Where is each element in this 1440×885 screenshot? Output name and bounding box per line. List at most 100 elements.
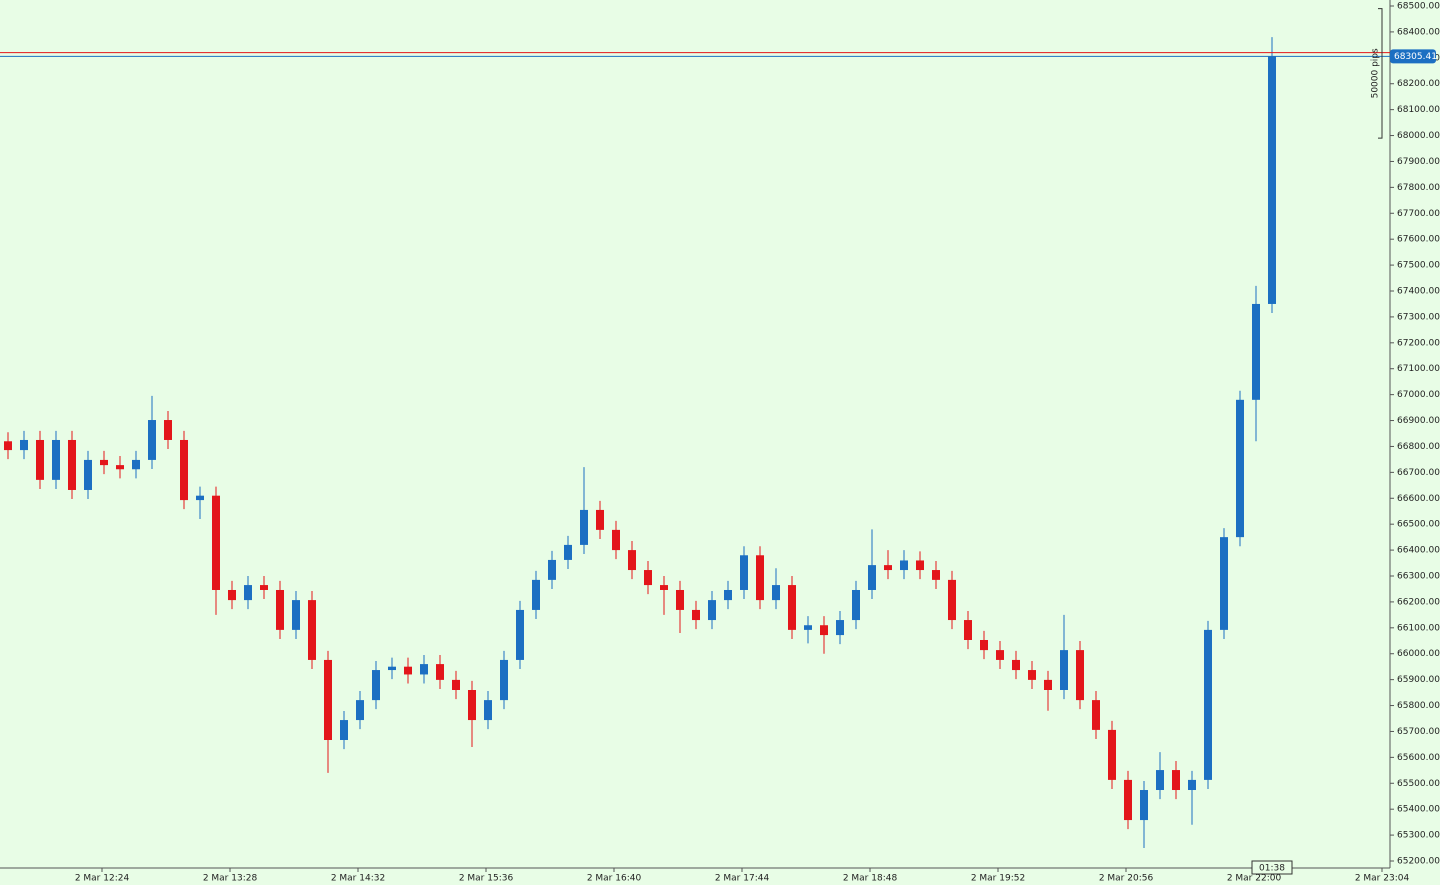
candle-body	[1172, 770, 1180, 791]
candle-body	[1012, 659, 1020, 671]
candle-body	[1220, 537, 1228, 630]
y-tick-label: 67200.00	[1397, 338, 1440, 348]
x-tick-label: 2 Mar 13:28	[203, 874, 258, 884]
candle-body	[260, 585, 268, 590]
candle-body	[660, 585, 668, 590]
y-tick-label: 66000.00	[1397, 649, 1440, 659]
candle-body	[1092, 700, 1100, 730]
x-tick-label: 2 Mar 14:32	[331, 874, 385, 884]
ruler-label: 50000 pips	[1371, 48, 1381, 98]
x-tick-label: 2 Mar 17:44	[715, 874, 770, 884]
candle-body	[788, 585, 796, 630]
y-tick-label: 67000.00	[1397, 390, 1440, 400]
candle-body	[148, 420, 156, 460]
candle-body	[692, 609, 700, 621]
y-tick-label: 67400.00	[1397, 287, 1440, 297]
candle-body	[1140, 790, 1148, 821]
candle-body	[420, 664, 428, 675]
timer-box	[1251, 860, 1293, 875]
y-tick-label: 66800.00	[1397, 442, 1440, 452]
y-tick-label: 66100.00	[1397, 623, 1440, 633]
x-tick-label: 2 Mar 12:24	[75, 874, 130, 884]
y-tick-label: 68400.00	[1397, 27, 1440, 37]
candle-body	[276, 589, 284, 630]
y-tick-label: 65500.00	[1397, 779, 1440, 789]
candle-body	[1108, 729, 1116, 780]
candle-body	[468, 690, 476, 721]
candle-body	[36, 439, 44, 480]
candle-body	[228, 589, 236, 601]
candle-body	[84, 459, 92, 490]
candle-body	[116, 465, 124, 470]
candle-body	[372, 670, 380, 701]
candle-body	[740, 555, 748, 590]
candle-body	[884, 565, 892, 571]
candle-body	[628, 550, 636, 571]
candle-body	[724, 589, 732, 601]
y-tick-label: 65900.00	[1397, 675, 1440, 685]
y-tick-label: 67700.00	[1397, 209, 1440, 219]
candle-body	[212, 495, 220, 590]
y-tick-label: 65300.00	[1397, 831, 1440, 841]
candle-body	[836, 620, 844, 636]
candle-body	[20, 439, 28, 451]
y-tick-label: 66700.00	[1397, 468, 1440, 478]
candle-body	[452, 679, 460, 690]
candle-body	[852, 589, 860, 621]
candle-body	[980, 639, 988, 651]
candle-body	[180, 439, 188, 501]
candle-body	[1236, 399, 1244, 538]
y-tick-label: 67300.00	[1397, 312, 1440, 322]
candle-body	[404, 666, 412, 675]
candle-body	[196, 495, 204, 501]
candle-body	[932, 570, 940, 580]
y-tick-label: 67600.00	[1397, 235, 1440, 245]
candle-body	[68, 439, 76, 490]
candle-body	[1252, 303, 1260, 400]
y-tick-label: 65800.00	[1397, 701, 1440, 711]
candle-body	[596, 509, 604, 530]
candle-body	[484, 700, 492, 721]
candle-body	[356, 700, 364, 721]
candle-body	[676, 589, 684, 610]
candle-body	[516, 609, 524, 660]
y-tick-label: 66200.00	[1397, 597, 1440, 607]
y-tick-label: 65200.00	[1397, 857, 1440, 867]
y-tick-label: 68500.00	[1397, 2, 1440, 12]
candle-body	[52, 439, 60, 480]
candle-body	[756, 555, 764, 601]
x-tick-label: 2 Mar 20:56	[1099, 874, 1154, 884]
candle-body	[500, 659, 508, 701]
y-tick-label: 66400.00	[1397, 546, 1440, 556]
candle-body	[1204, 629, 1212, 780]
candle-body	[612, 529, 620, 551]
candle-body	[388, 666, 396, 671]
candle-body	[1060, 650, 1068, 690]
candle-body	[308, 600, 316, 660]
candle-body	[964, 620, 972, 640]
candle-body	[324, 659, 332, 741]
price-tag	[1390, 49, 1436, 64]
candle-body	[292, 600, 300, 630]
candle-body	[804, 625, 812, 630]
x-tick-label: 2 Mar 22:00	[1227, 874, 1282, 884]
candle-body	[1188, 779, 1196, 791]
x-tick-label: 2 Mar 23:04	[1355, 874, 1410, 884]
y-tick-label: 67900.00	[1397, 157, 1440, 167]
y-tick-label: 68100.00	[1397, 105, 1440, 115]
candle-body	[164, 420, 172, 440]
y-tick-label: 66300.00	[1397, 572, 1440, 582]
candle-body	[100, 459, 108, 466]
price-tag-label: 68305.41	[1394, 52, 1437, 62]
y-tick-label: 66900.00	[1397, 416, 1440, 426]
candle-body	[1156, 770, 1164, 791]
candle-body	[868, 565, 876, 590]
candle-body	[1028, 670, 1036, 680]
ruler-bracket	[1378, 8, 1383, 139]
y-tick-label: 65400.00	[1397, 805, 1440, 815]
y-tick-label: 67800.00	[1397, 183, 1440, 193]
y-tick-label: 67100.00	[1397, 364, 1440, 374]
x-tick-label: 2 Mar 18:48	[843, 874, 898, 884]
